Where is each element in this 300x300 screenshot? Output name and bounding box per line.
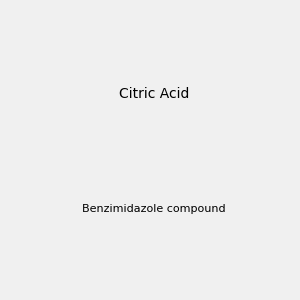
Text: Citric Acid: Citric Acid (118, 87, 189, 101)
Text: Benzimidazole compound: Benzimidazole compound (82, 204, 226, 214)
